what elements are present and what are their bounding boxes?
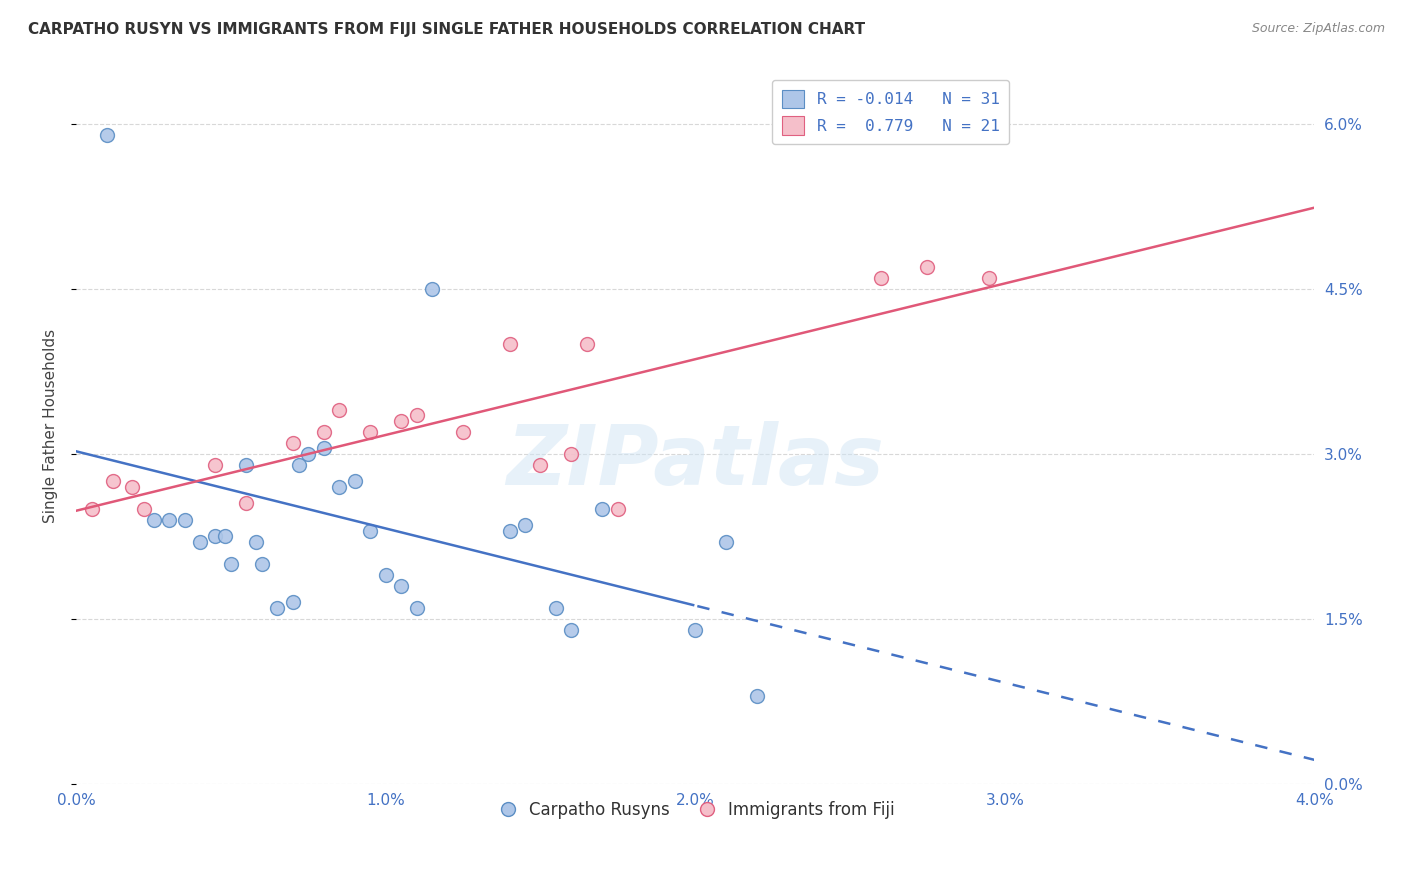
Point xyxy=(235,496,257,510)
Point xyxy=(560,447,582,461)
Point xyxy=(389,579,412,593)
Point xyxy=(560,623,582,637)
Point xyxy=(498,336,520,351)
Point xyxy=(544,600,567,615)
Point xyxy=(173,513,195,527)
Point xyxy=(312,441,335,455)
Point xyxy=(328,402,350,417)
Point xyxy=(219,557,242,571)
Point xyxy=(498,524,520,538)
Point xyxy=(245,534,267,549)
Point xyxy=(451,425,474,439)
Point xyxy=(134,501,156,516)
Point xyxy=(343,474,366,488)
Point xyxy=(359,425,381,439)
Point xyxy=(513,518,536,533)
Point xyxy=(870,270,893,285)
Point xyxy=(312,425,335,439)
Point xyxy=(389,414,412,428)
Point xyxy=(188,534,211,549)
Point xyxy=(281,435,304,450)
Point xyxy=(121,480,143,494)
Point xyxy=(235,458,257,472)
Point xyxy=(297,447,319,461)
Point xyxy=(266,600,288,615)
Point xyxy=(714,534,737,549)
Legend: Carpatho Rusyns, Immigrants from Fiji: Carpatho Rusyns, Immigrants from Fiji xyxy=(489,794,901,825)
Point xyxy=(359,524,381,538)
Point xyxy=(979,270,1001,285)
Point xyxy=(405,408,427,422)
Point xyxy=(591,501,613,516)
Point xyxy=(420,282,443,296)
Point xyxy=(328,480,350,494)
Point xyxy=(80,501,103,516)
Point xyxy=(575,336,598,351)
Point xyxy=(250,557,273,571)
Point xyxy=(204,458,226,472)
Text: CARPATHO RUSYN VS IMMIGRANTS FROM FIJI SINGLE FATHER HOUSEHOLDS CORRELATION CHAR: CARPATHO RUSYN VS IMMIGRANTS FROM FIJI S… xyxy=(28,22,865,37)
Point xyxy=(204,529,226,543)
Point xyxy=(747,689,769,703)
Point xyxy=(281,595,304,609)
Point xyxy=(606,501,628,516)
Point xyxy=(214,529,236,543)
Text: Source: ZipAtlas.com: Source: ZipAtlas.com xyxy=(1251,22,1385,36)
Point xyxy=(374,567,396,582)
Point xyxy=(917,260,939,274)
Point xyxy=(288,458,311,472)
Point xyxy=(405,600,427,615)
Point xyxy=(142,513,165,527)
Point xyxy=(103,474,125,488)
Text: ZIPatlas: ZIPatlas xyxy=(506,421,884,502)
Y-axis label: Single Father Households: Single Father Households xyxy=(44,329,58,524)
Point xyxy=(157,513,180,527)
Point xyxy=(683,623,706,637)
Point xyxy=(96,128,118,142)
Point xyxy=(529,458,551,472)
